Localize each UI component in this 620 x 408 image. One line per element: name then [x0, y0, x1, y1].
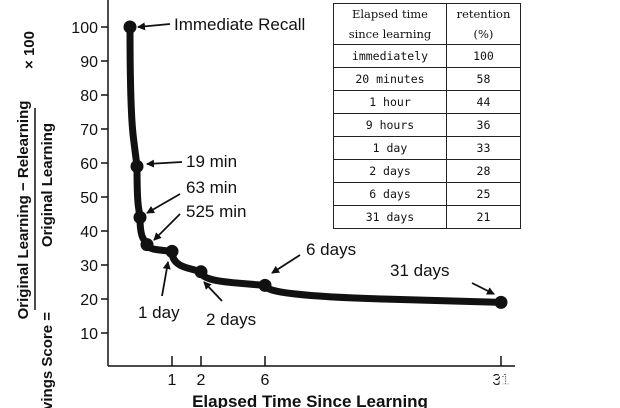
table-cell-time: 1 hour	[333, 90, 447, 114]
table-row: 31 days 21	[333, 205, 522, 229]
annotation-6-days: 6 days	[306, 240, 356, 259]
annotation-19-min: 19 min	[186, 152, 237, 171]
y-ticks: 10 20 30 40 50 60 70 80 90 100	[71, 20, 108, 343]
table-row: 1 day 33	[333, 136, 522, 160]
y-axis-numerator: Original Learning − Relearning	[15, 101, 32, 320]
table-cell-time: 31 days	[333, 205, 447, 229]
table-cell-time: 9 hours	[333, 113, 447, 137]
annotation-63-min: 63 min	[186, 178, 237, 197]
table-cell-time: 6 days	[333, 182, 447, 206]
retention-table: Elapsed time since learning retention (%…	[333, 3, 522, 229]
data-point	[165, 244, 179, 258]
y-axis-denominator: Original Learning	[39, 123, 56, 247]
y-tick-label: 20	[80, 292, 98, 309]
y-tick-label: 30	[80, 258, 98, 275]
annotation-525-min: 525 min	[186, 202, 246, 221]
table-cell-time: 1 day	[333, 136, 447, 160]
table-row: 9 hours 36	[333, 113, 522, 137]
x-tick-label: 1	[168, 372, 177, 389]
data-point	[130, 159, 144, 173]
data-point	[258, 278, 272, 292]
y-axis-prefix: Savings Score =	[39, 312, 56, 408]
table-cell-retention: 100	[445, 44, 522, 68]
data-point	[494, 295, 508, 309]
annotations: Immediate Recall 19 min 63 min 525 min 1…	[137, 15, 495, 329]
table-header-retention: retention (%)	[445, 3, 522, 45]
data-point	[194, 265, 208, 279]
table-cell-retention: 33	[445, 136, 522, 160]
table-cell-retention: 58	[445, 67, 522, 91]
x-axis-label: Elapsed Time Since Learning	[192, 392, 428, 408]
table-cell-time: 20 minutes	[333, 67, 447, 91]
y-tick-label: 10	[80, 326, 98, 343]
x-tick-label: 31	[492, 372, 510, 389]
annotation-1-day: 1 day	[138, 303, 180, 322]
x-ticks: 1 2 6 31	[168, 356, 510, 389]
data-points	[123, 20, 508, 309]
table-header-elapsed: Elapsed time since learning	[333, 3, 447, 45]
annotation-31-days: 31 days	[390, 261, 450, 280]
annotation-2-days: 2 days	[206, 310, 256, 329]
table-row: 1 hour 44	[333, 90, 522, 114]
table-cell-time: immediately	[333, 44, 447, 68]
y-tick-label: 60	[80, 156, 98, 173]
table-cell-time: 2 days	[333, 159, 447, 183]
x-tick-label: 2	[197, 372, 206, 389]
y-tick-label: 50	[80, 190, 98, 207]
watermark: 知乎 @法律硕士长风师兄	[432, 372, 602, 390]
annotation-immediate-recall: Immediate Recall	[174, 15, 305, 34]
y-axis-multiplier: × 100	[21, 31, 38, 69]
data-point	[133, 210, 147, 224]
y-tick-label: 80	[80, 88, 98, 105]
table-row: immediately 100	[333, 44, 522, 68]
y-axis-label: Savings Score = Original Learning − Rele…	[15, 31, 56, 408]
data-point	[123, 20, 137, 34]
x-tick-label: 6	[261, 372, 270, 389]
table-cell-retention: 25	[445, 182, 522, 206]
table-cell-retention: 36	[445, 113, 522, 137]
table-cell-retention: 21	[445, 205, 522, 229]
table-row: 6 days 25	[333, 182, 522, 206]
y-tick-label: 100	[71, 20, 98, 37]
table-cell-retention: 28	[445, 159, 522, 183]
table-row: 20 minutes 58	[333, 67, 522, 91]
table-row: 2 days 28	[333, 159, 522, 183]
table-cell-retention: 44	[445, 90, 522, 114]
y-tick-label: 40	[80, 224, 98, 241]
y-tick-label: 70	[80, 122, 98, 139]
data-point	[140, 238, 154, 252]
y-tick-label: 90	[80, 54, 98, 71]
table-header-row: Elapsed time since learning retention (%…	[333, 3, 522, 45]
